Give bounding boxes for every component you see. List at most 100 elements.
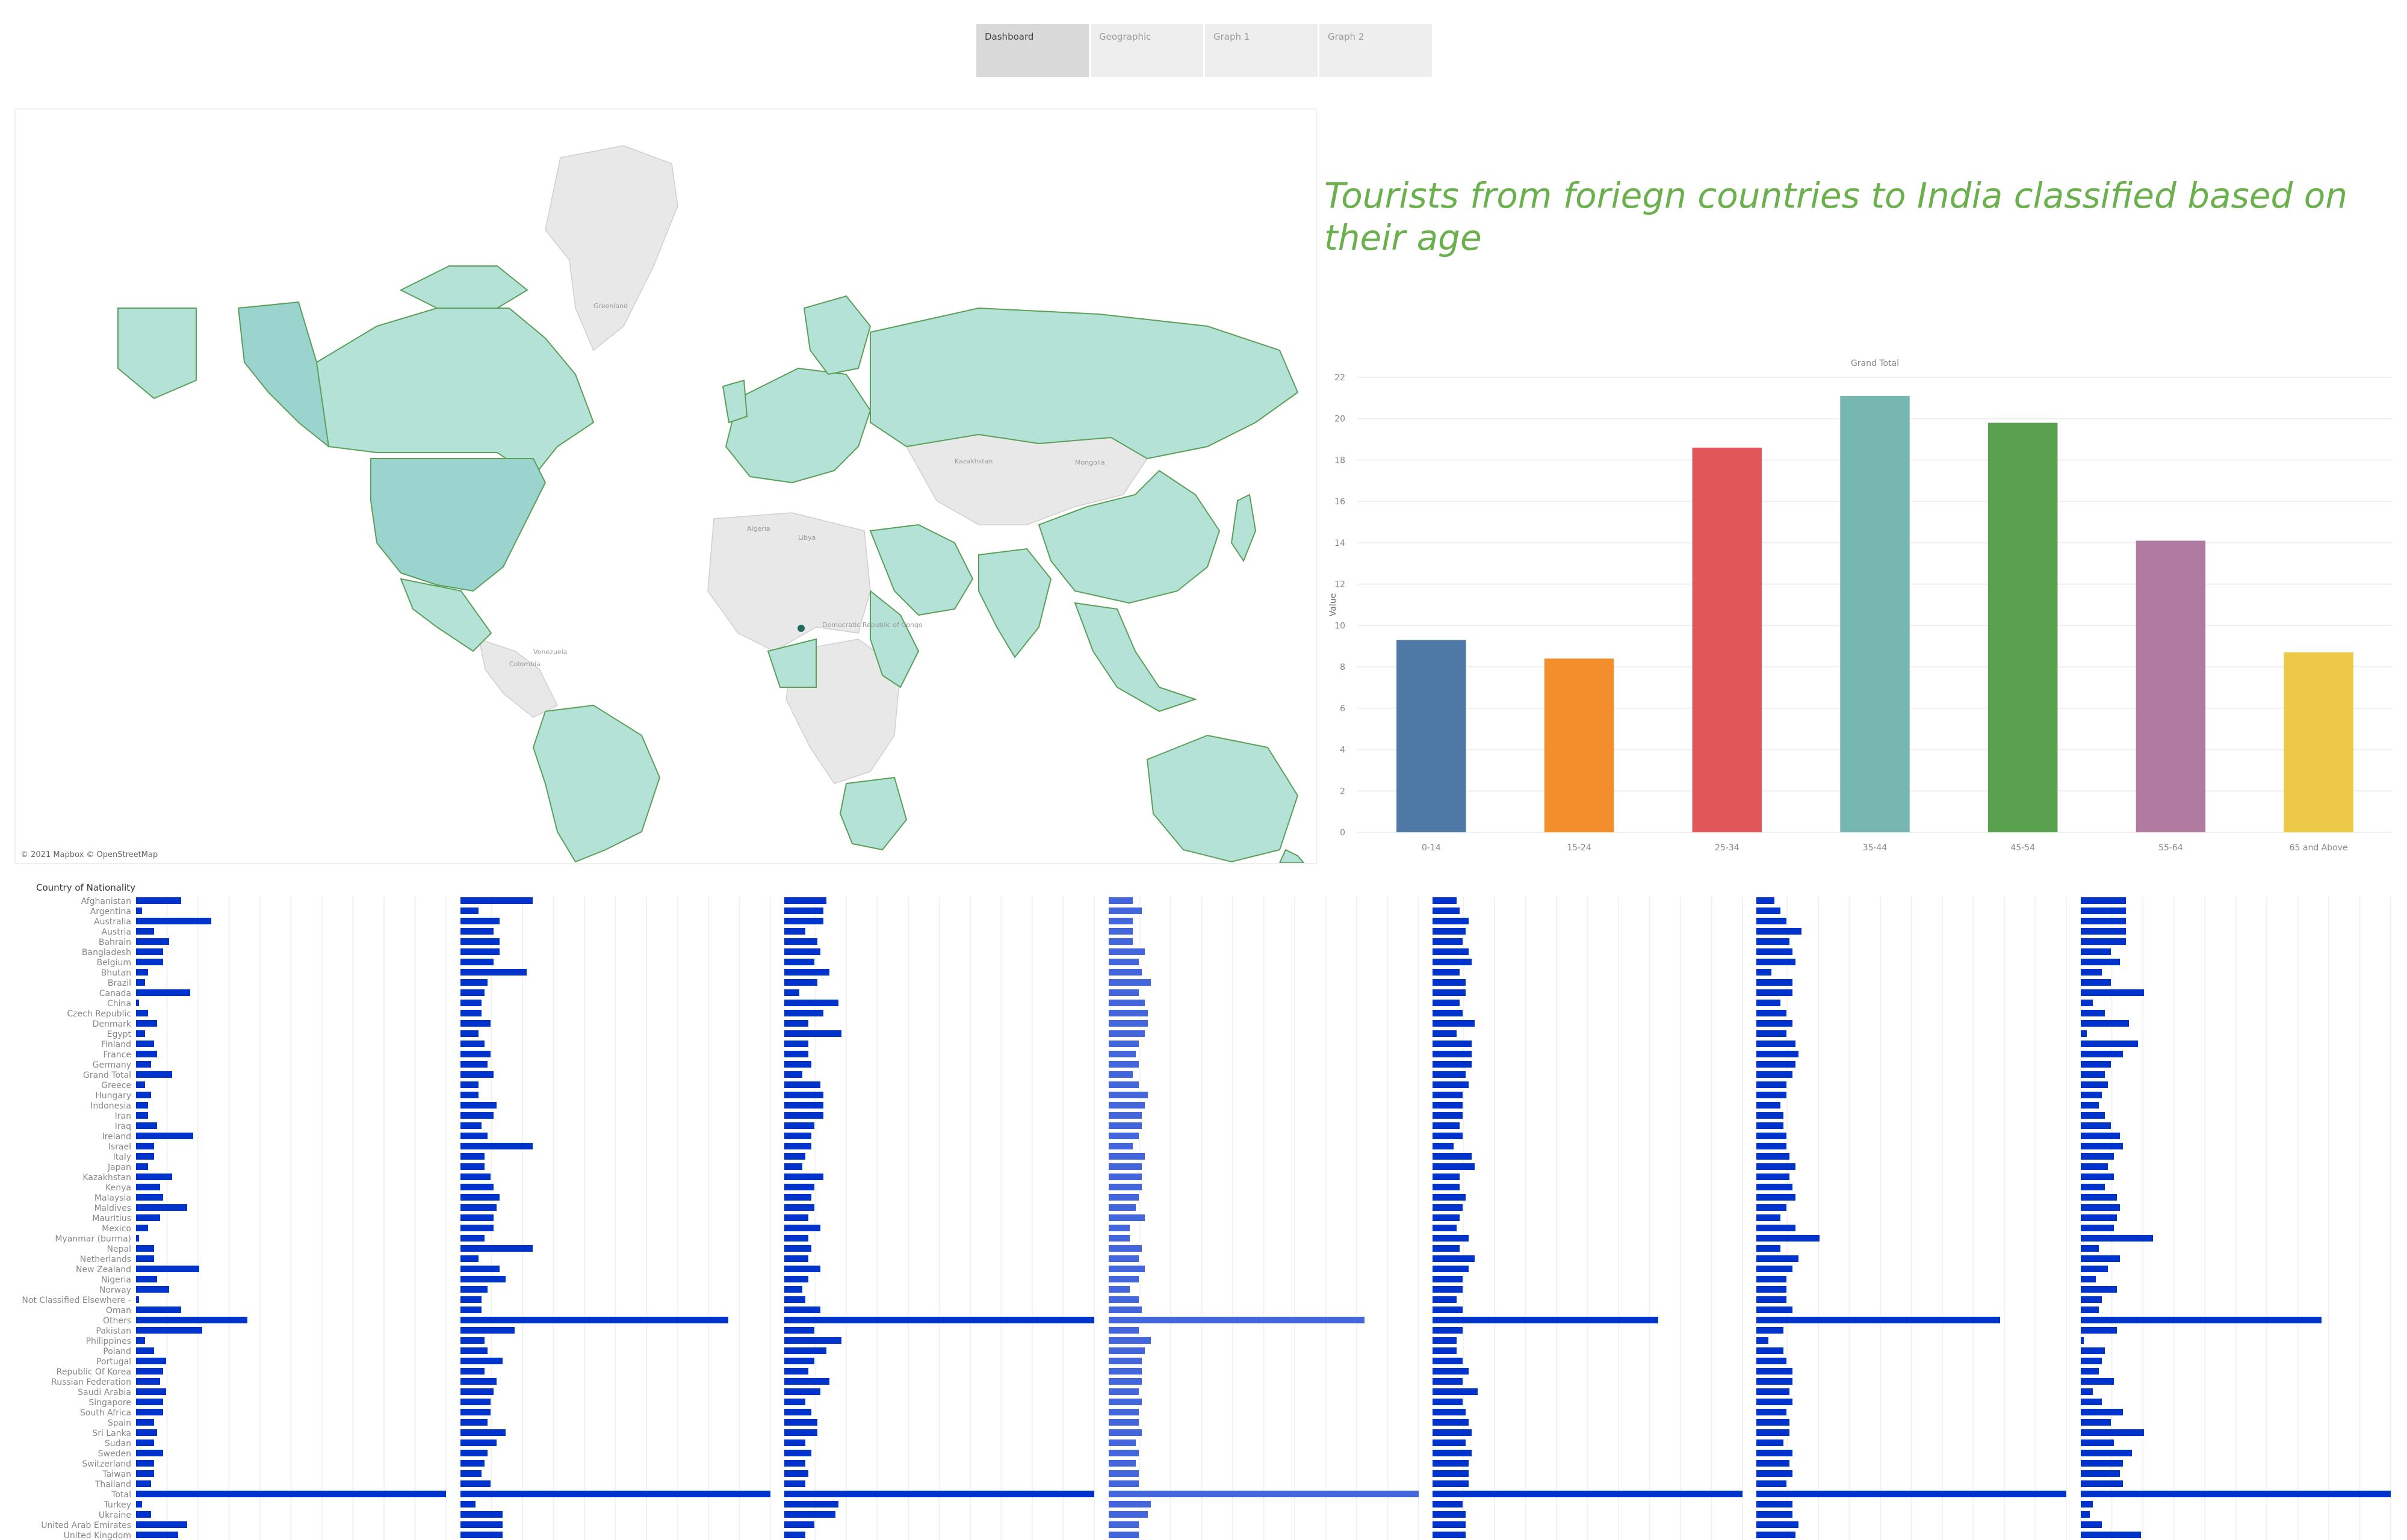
country-bar[interactable]	[1109, 1501, 1151, 1508]
country-bar[interactable]	[1756, 1501, 1792, 1508]
country-bar[interactable]	[784, 1347, 826, 1354]
tab-graph-2[interactable]: Graph 2	[1319, 24, 1434, 77]
country-bar[interactable]	[1433, 1388, 1478, 1395]
country-bar[interactable]	[1109, 1000, 1145, 1006]
country-bar[interactable]	[784, 928, 805, 935]
country-bar[interactable]	[1433, 1122, 1460, 1129]
tab-geographic[interactable]: Geographic	[1091, 24, 1205, 77]
country-bar[interactable]	[1109, 1174, 1142, 1180]
country-bar[interactable]	[1756, 1480, 1786, 1487]
country-bar[interactable]	[1433, 918, 1469, 924]
country-bar[interactable]	[1109, 1081, 1139, 1088]
country-bar[interactable]	[1756, 1378, 1792, 1385]
country-bar[interactable]	[460, 1266, 500, 1272]
country-bar[interactable]	[1109, 1296, 1139, 1303]
country-bar[interactable]	[1109, 1051, 1136, 1057]
country-bar[interactable]	[2081, 1511, 2090, 1518]
country-bar[interactable]	[136, 1491, 446, 1497]
country-bar[interactable]	[136, 969, 148, 976]
country-bar[interactable]	[460, 989, 485, 996]
country-bar[interactable]	[2081, 1419, 2111, 1426]
country-bar-grid[interactable]: Country of Nationality AfghanistanArgenti…	[0, 880, 2407, 1540]
age-bar-chart[interactable]: Grand Total 0 2 4 6 8 10 12 14 16 18 20 22 Value 0-14 1…	[1321, 349, 2405, 855]
country-bar[interactable]	[2081, 1184, 2105, 1190]
country-bar[interactable]	[1756, 1532, 1795, 1538]
country-bar[interactable]	[784, 1266, 820, 1272]
country-bar[interactable]	[1433, 1511, 1466, 1518]
country-bar[interactable]	[136, 908, 142, 914]
country-bar[interactable]	[460, 928, 494, 935]
country-bar[interactable]	[136, 1388, 166, 1395]
country-bar[interactable]	[1756, 1347, 1783, 1354]
country-bar[interactable]	[1109, 1163, 1142, 1170]
country-bar[interactable]	[2081, 1112, 2105, 1119]
country-bar[interactable]	[1756, 1133, 1786, 1139]
country-bar[interactable]	[460, 1174, 491, 1180]
country-bar[interactable]	[136, 928, 154, 935]
country-bar[interactable]	[136, 1501, 142, 1508]
country-bar[interactable]	[2081, 1255, 2120, 1262]
country-bar[interactable]	[1109, 959, 1139, 965]
country-bar[interactable]	[784, 1501, 838, 1508]
country-bar[interactable]	[1109, 1010, 1148, 1016]
country-bar[interactable]	[1433, 1409, 1466, 1415]
country-bar[interactable]	[136, 1439, 154, 1446]
country-bar[interactable]	[460, 1081, 479, 1088]
country-bar[interactable]	[460, 1460, 485, 1467]
country-bar[interactable]	[136, 1460, 154, 1467]
country-bar[interactable]	[136, 1255, 154, 1262]
country-bar[interactable]	[460, 1020, 491, 1027]
country-bar[interactable]	[2081, 1153, 2114, 1160]
country-bar[interactable]	[460, 1388, 494, 1395]
country-bar[interactable]	[1433, 959, 1472, 965]
country-bar[interactable]	[1756, 1317, 2000, 1323]
country-bar[interactable]	[784, 948, 820, 955]
country-bar[interactable]	[784, 1174, 823, 1180]
country-bar[interactable]	[136, 1163, 148, 1170]
country-bar[interactable]	[136, 1081, 145, 1088]
country-bar[interactable]	[1433, 1317, 1658, 1323]
country-bar[interactable]	[1109, 1266, 1145, 1272]
country-bar[interactable]	[136, 1327, 202, 1334]
country-bar[interactable]	[460, 1163, 485, 1170]
country-bar[interactable]	[1109, 1020, 1148, 1027]
country-bar[interactable]	[784, 1286, 802, 1293]
country-bar[interactable]	[1109, 1071, 1133, 1078]
country-bar[interactable]	[460, 969, 527, 976]
country-bar[interactable]	[460, 1184, 494, 1190]
country-bar[interactable]	[1109, 1133, 1139, 1139]
country-bar[interactable]	[784, 1276, 808, 1282]
country-bar[interactable]	[784, 1460, 805, 1467]
country-bar[interactable]	[784, 1470, 808, 1477]
country-bar[interactable]	[1433, 1266, 1469, 1272]
country-bar[interactable]	[136, 1184, 160, 1190]
country-bar[interactable]	[1109, 1429, 1142, 1436]
country-bar[interactable]	[460, 1153, 485, 1160]
country-bar[interactable]	[1756, 1296, 1786, 1303]
country-bar[interactable]	[1433, 1051, 1472, 1057]
country-bar[interactable]	[1756, 908, 1780, 914]
country-bar[interactable]	[1109, 1184, 1142, 1190]
country-bar[interactable]	[2081, 1296, 2102, 1303]
country-bar[interactable]	[136, 959, 163, 965]
country-bar[interactable]	[460, 918, 500, 924]
country-bar[interactable]	[784, 1184, 814, 1190]
country-bar[interactable]	[2081, 1470, 2120, 1477]
country-bar[interactable]	[1109, 1358, 1142, 1364]
country-bar[interactable]	[1756, 1399, 1792, 1405]
country-bar[interactable]	[1756, 1051, 1798, 1057]
country-bar[interactable]	[1433, 1214, 1460, 1221]
country-bar[interactable]	[1756, 989, 1792, 996]
country-bar[interactable]	[460, 1501, 476, 1508]
country-bar[interactable]	[784, 1419, 817, 1426]
country-bar[interactable]	[1433, 1347, 1457, 1354]
country-bar[interactable]	[1433, 989, 1466, 996]
country-bar[interactable]	[1109, 1235, 1130, 1242]
country-bar[interactable]	[460, 1112, 494, 1119]
country-bar[interactable]	[784, 1020, 808, 1027]
country-bar[interactable]	[1109, 1214, 1145, 1221]
country-bar[interactable]	[1756, 1041, 1795, 1047]
country-bar[interactable]	[136, 1409, 163, 1415]
country-bar[interactable]	[1433, 1337, 1457, 1344]
country-bar[interactable]	[136, 1030, 145, 1037]
